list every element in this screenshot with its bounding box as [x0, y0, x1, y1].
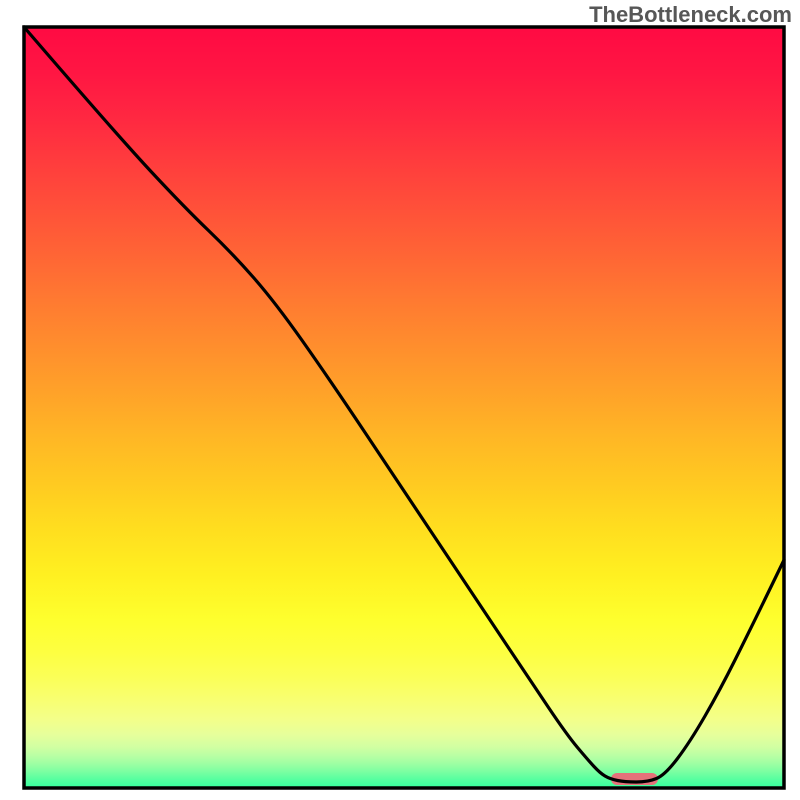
bottleneck-chart: TheBottleneck.com — [0, 0, 800, 800]
plot-background — [24, 27, 784, 788]
chart-svg — [0, 0, 800, 800]
